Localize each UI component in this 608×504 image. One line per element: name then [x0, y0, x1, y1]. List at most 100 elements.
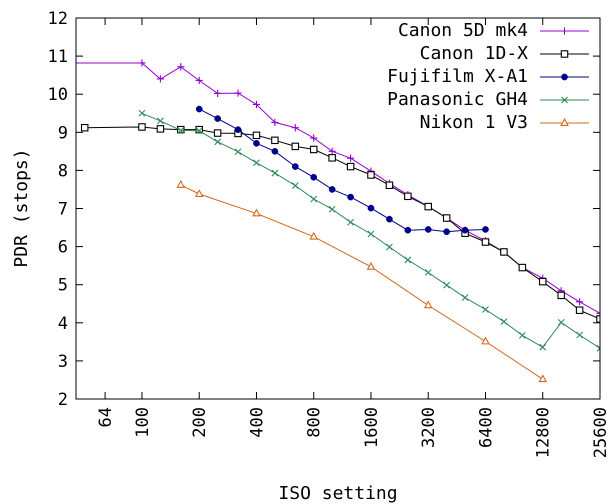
data-point — [234, 126, 242, 133]
data-point — [500, 318, 508, 326]
data-point — [481, 336, 490, 345]
y-tick-label: 7 — [58, 200, 68, 220]
data-point — [575, 306, 584, 314]
data-point — [271, 118, 279, 126]
y-tick-label: 2 — [58, 390, 68, 410]
data-point — [561, 96, 568, 104]
y-tick-label: 10 — [48, 85, 68, 105]
data-point — [195, 76, 203, 85]
data-point — [576, 298, 584, 306]
data-point — [481, 238, 490, 246]
data-point — [404, 256, 412, 264]
data-point — [385, 181, 394, 190]
y-tick-label: 5 — [58, 276, 68, 296]
data-point — [310, 173, 318, 181]
series-line — [84, 126, 600, 320]
data-point — [557, 319, 565, 326]
data-point — [328, 154, 336, 162]
data-point — [538, 277, 547, 286]
data-point — [367, 171, 375, 179]
data-point — [271, 169, 279, 177]
data-point — [195, 127, 203, 135]
data-point — [252, 208, 261, 217]
x-axis-title: ISO setting — [278, 483, 397, 504]
x-tick-label: 200 — [190, 407, 210, 438]
data-point — [423, 300, 433, 309]
data-point — [177, 63, 185, 71]
legend-label: Canon 1D-X — [420, 43, 529, 64]
x-tick-label: 1600 — [362, 407, 382, 448]
x-tick-label: 800 — [305, 407, 325, 438]
data-point — [80, 123, 89, 132]
data-point — [176, 179, 186, 188]
data-point — [424, 202, 432, 211]
data-point — [386, 243, 393, 251]
data-point — [310, 134, 318, 142]
data-point — [194, 189, 204, 197]
series-line — [180, 184, 543, 380]
data-point — [518, 331, 526, 339]
series-open-square — [80, 123, 600, 323]
x-tick-label: 64 — [96, 407, 116, 427]
data-point — [596, 344, 600, 352]
data-point — [482, 306, 489, 313]
data-point — [539, 343, 547, 351]
data-point — [560, 118, 569, 126]
data-point — [424, 226, 432, 233]
data-point — [328, 147, 336, 155]
y-axis-title: PDR (stops) — [11, 148, 32, 267]
x-tick-label: 3200 — [419, 407, 439, 448]
y-tick-label: 3 — [58, 352, 68, 372]
data-point — [596, 309, 600, 317]
data-point — [461, 226, 469, 234]
data-point — [482, 226, 489, 233]
data-point — [367, 204, 375, 212]
data-point — [560, 50, 569, 58]
data-point — [234, 89, 242, 97]
data-point — [195, 125, 203, 134]
data-point — [291, 163, 299, 170]
x-tick-label: 12800 — [534, 407, 554, 458]
data-point — [404, 192, 412, 201]
data-point — [366, 261, 376, 270]
y-tick-label: 8 — [58, 161, 68, 181]
series-cross — [138, 109, 600, 352]
data-point — [386, 215, 393, 223]
series-line — [141, 112, 600, 349]
data-point — [347, 193, 354, 201]
data-point — [138, 59, 146, 67]
series-filled-circle — [195, 105, 489, 236]
data-point — [156, 125, 165, 133]
data-point — [557, 291, 565, 300]
data-point — [309, 145, 318, 154]
data-point — [346, 154, 355, 162]
data-point — [253, 139, 260, 147]
data-point — [424, 269, 432, 276]
data-point — [500, 248, 508, 256]
legend-label: Fujifilm X-A1 — [387, 66, 528, 87]
data-point — [328, 205, 336, 213]
legend-label: Nikon 1 V3 — [420, 112, 528, 133]
data-point — [271, 136, 279, 145]
data-point — [177, 127, 185, 134]
data-point — [443, 281, 451, 289]
series-line — [198, 108, 486, 233]
data-point — [442, 214, 451, 222]
data-point — [214, 138, 222, 146]
data-point — [538, 374, 548, 383]
data-point — [443, 228, 451, 236]
y-tick-label: 4 — [58, 314, 68, 334]
data-point — [404, 226, 412, 234]
y-tick-label: 11 — [48, 47, 68, 67]
plot-area — [76, 59, 600, 383]
x-tick-label: 6400 — [476, 407, 496, 448]
legend-label: Canon 5D mk4 — [398, 20, 528, 41]
y-tick-label: 9 — [58, 123, 68, 143]
legend-label: Panasonic GH4 — [387, 89, 528, 110]
data-point — [252, 100, 261, 109]
x-tick-label: 400 — [247, 407, 267, 438]
data-point — [271, 148, 279, 155]
y-tick-label: 6 — [58, 238, 68, 258]
data-point — [138, 123, 146, 131]
